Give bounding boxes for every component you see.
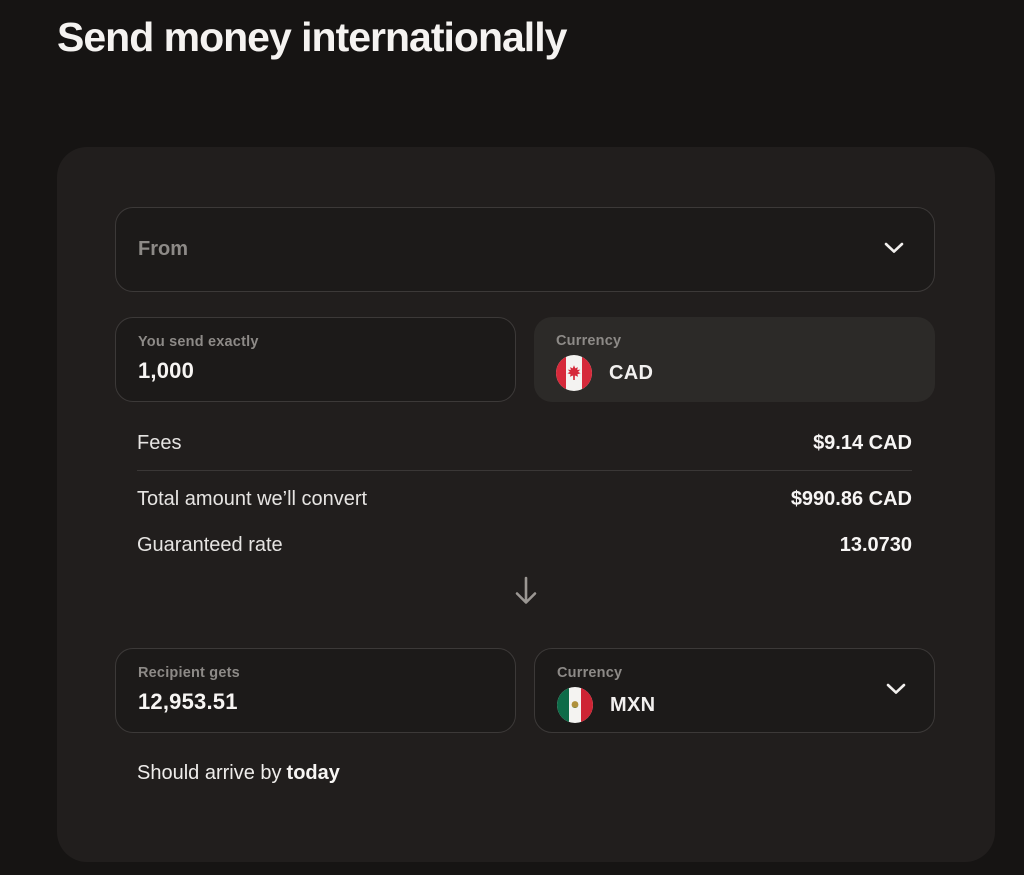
send-currency-label: Currency [556,333,622,349]
arrival-date: today [286,762,340,784]
recipient-gets-input[interactable] [138,689,493,715]
send-currency-code: CAD [609,361,654,384]
fees-label: Fees [137,431,182,454]
you-send-input[interactable] [138,358,493,384]
recipient-row: Recipient gets Currency [115,648,935,733]
arrow-down-icon [57,575,995,612]
from-select-label: From [138,238,188,260]
arrival-note: Should arrive by today [137,759,340,787]
canada-flag-icon [556,355,592,391]
total-convert-value: $990.86 CAD [790,487,912,510]
recipient-currency-code: MXN [610,693,656,716]
from-account-select[interactable]: From [115,207,935,292]
arrival-prefix: Should arrive by [137,762,282,784]
chevron-down-icon [884,241,904,259]
guaranteed-rate-label: Guaranteed rate [137,533,283,556]
summary-divider [137,470,912,471]
transfer-calculator-card: From You send exactly Currency [57,147,995,862]
total-convert-label: Total amount we’ll convert [137,487,368,510]
you-send-field[interactable]: You send exactly [115,317,516,402]
send-currency-select[interactable]: Currency CAD [534,317,935,402]
recipient-gets-field[interactable]: Recipient gets [115,648,516,733]
send-row: You send exactly Currency [115,317,935,402]
fees-value: $9.14 CAD [813,431,912,454]
mexico-flag-icon [557,687,593,723]
conversion-summary: Fees $9.14 CAD Total amount we’ll conver… [137,425,912,563]
total-convert-row: Total amount we’ll convert $990.86 CAD [137,481,912,517]
page-title: Send money internationally [57,14,567,60]
recipient-currency-select[interactable]: Currency [534,648,935,733]
guaranteed-rate-row: Guaranteed rate 13.0730 [137,527,912,563]
chevron-down-icon [886,682,906,700]
guaranteed-rate-value: 13.0730 [839,533,912,556]
recipient-gets-label: Recipient gets [138,665,240,681]
recipient-currency-label: Currency [557,665,623,681]
fees-row: Fees $9.14 CAD [137,425,912,461]
you-send-label: You send exactly [138,334,259,350]
